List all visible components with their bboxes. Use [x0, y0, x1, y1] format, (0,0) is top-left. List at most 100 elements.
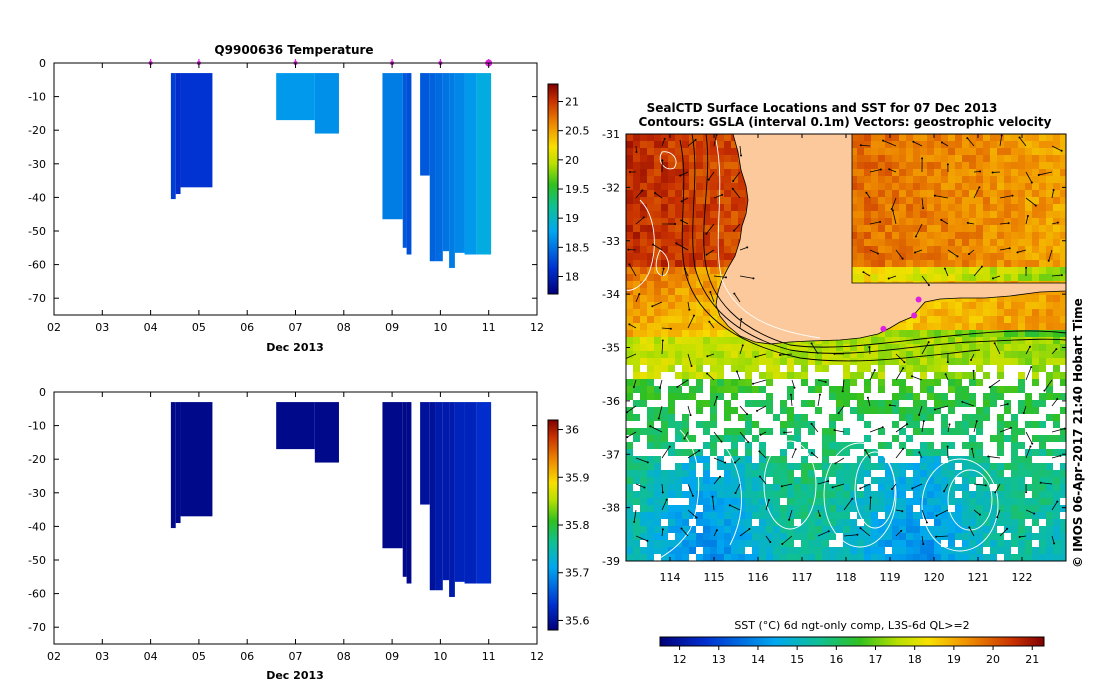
sst-cell: [850, 183, 857, 190]
sst-cell: [1025, 253, 1032, 260]
sst-cell: [906, 519, 913, 526]
sst-cell: [885, 526, 892, 533]
sst-cell: [626, 211, 633, 218]
sst-cell: [717, 435, 724, 442]
velocity-vector: [1025, 509, 1035, 514]
sst-cell: [997, 302, 1004, 309]
velocity-vector-head: [873, 369, 876, 372]
sst-cell: [983, 225, 990, 232]
profile-column: [429, 402, 436, 591]
sst-cell: [689, 386, 696, 393]
sst-cell: [871, 239, 878, 246]
sst-cell: [941, 393, 948, 400]
sst-cell: [913, 204, 920, 211]
sst-cell: [990, 386, 997, 393]
sst-cell: [696, 281, 703, 288]
velocity-vector-head: [868, 346, 871, 349]
sst-cell: [836, 358, 843, 365]
sst-cell: [682, 218, 689, 225]
sst-cell: [941, 491, 948, 498]
sst-cell: [626, 512, 633, 519]
sst-cell: [815, 554, 822, 561]
map-colorbar-tick-label: 19: [947, 653, 961, 666]
sst-cell: [1046, 134, 1053, 141]
sst-cell: [920, 302, 927, 309]
sst-cell: [899, 505, 906, 512]
sst-cell: [710, 365, 717, 372]
velocity-vector: [709, 321, 715, 329]
sst-cell: [626, 218, 633, 225]
sst-cell: [815, 533, 822, 540]
sst-cell: [787, 463, 794, 470]
sst-cell: [920, 176, 927, 183]
sst-cell: [941, 519, 948, 526]
sst-cell: [997, 463, 1004, 470]
sst-cell: [997, 323, 1004, 330]
sst-cell: [752, 400, 759, 407]
sst-cell: [640, 218, 647, 225]
sst-cell: [717, 512, 724, 519]
sst-cell: [1046, 183, 1053, 190]
sst-cell: [1011, 162, 1018, 169]
sst-cell: [997, 344, 1004, 351]
sst-cell: [710, 526, 717, 533]
sst-cell: [675, 526, 682, 533]
sst-cell: [934, 323, 941, 330]
sst-cell: [976, 225, 983, 232]
sst-cell: [976, 421, 983, 428]
sst-cell: [640, 141, 647, 148]
sst-cell: [703, 547, 710, 554]
sst-cell: [941, 176, 948, 183]
velocity-vector: [633, 379, 637, 388]
y-tick-label: -20: [28, 124, 46, 137]
sst-cell: [913, 540, 920, 547]
sst-cell: [962, 344, 969, 351]
sst-cell: [962, 386, 969, 393]
map-colorbar-tick-label: 17: [869, 653, 883, 666]
sst-cell: [731, 393, 738, 400]
sst-cell: [1011, 302, 1018, 309]
sst-cell: [647, 141, 654, 148]
sst-cell: [668, 274, 675, 281]
sst-cell: [738, 547, 745, 554]
sst-cell: [668, 540, 675, 547]
sst-cell: [983, 316, 990, 323]
velocity-vector-head: [746, 246, 749, 249]
sst-cell: [843, 505, 850, 512]
sst-cell: [1025, 183, 1032, 190]
velocity-vector-head: [918, 451, 921, 454]
sst-cell: [983, 218, 990, 225]
velocity-vector: [1025, 446, 1031, 459]
sst-cell: [731, 470, 738, 477]
sst-cell: [696, 456, 703, 463]
sst-cell: [878, 330, 885, 337]
sst-cell: [745, 463, 752, 470]
sst-cell: [773, 351, 780, 358]
velocity-vector-head: [698, 449, 701, 452]
velocity-vector: [729, 504, 741, 511]
y-tick-label: -70: [28, 292, 46, 305]
sst-cell: [731, 211, 738, 218]
velocity-vector-head: [1039, 481, 1042, 484]
sst-cell: [899, 498, 906, 505]
sst-cell: [850, 260, 857, 267]
sst-cell: [969, 190, 976, 197]
sst-cell: [913, 519, 920, 526]
velocity-vector: [843, 534, 858, 537]
velocity-vector: [687, 353, 692, 367]
velocity-vector-head: [731, 187, 734, 190]
sst-cell: [976, 218, 983, 225]
sst-cell: [927, 190, 934, 197]
sst-cell: [864, 239, 871, 246]
sst-cell: [850, 358, 857, 365]
sst-cell: [794, 484, 801, 491]
sst-cell: [983, 267, 990, 274]
gsla-contour-white: [763, 440, 817, 530]
velocity-vector-head: [902, 367, 905, 370]
sst-cell: [1025, 351, 1032, 358]
sst-cell: [1060, 505, 1066, 512]
sst-cell: [822, 519, 829, 526]
sst-cell: [703, 274, 710, 281]
sst-cell: [864, 498, 871, 505]
sst-cell: [934, 148, 941, 155]
